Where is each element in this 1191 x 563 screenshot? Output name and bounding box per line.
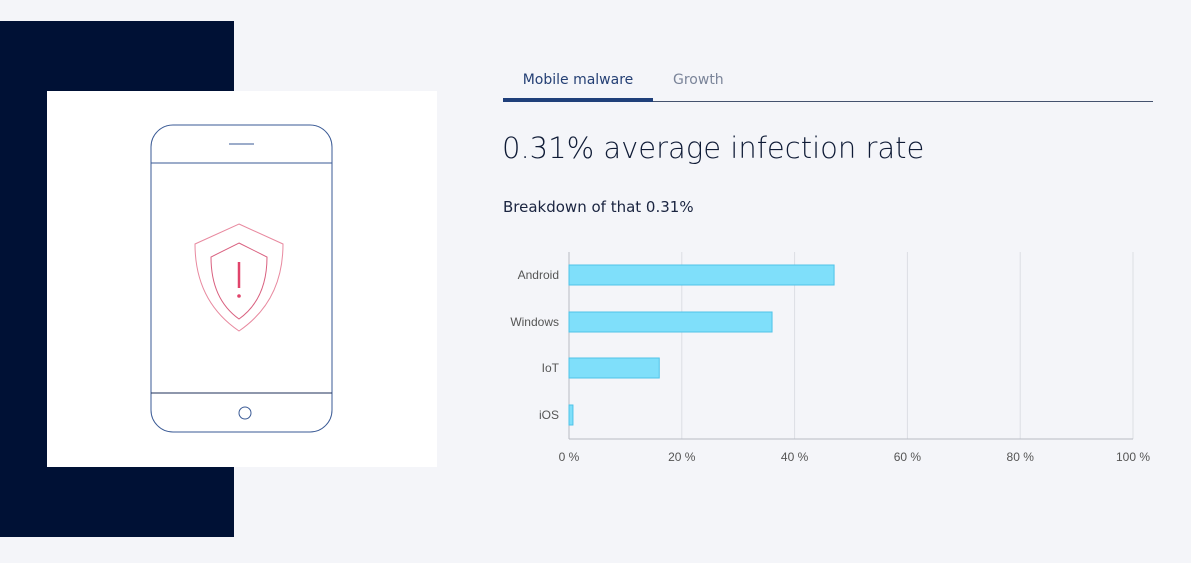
x-tick-label: 40 %	[781, 450, 809, 464]
x-tick-label: 20 %	[668, 450, 696, 464]
tab-mobile-malware[interactable]: Mobile malware	[522, 72, 634, 88]
tab-growth[interactable]: Growth	[673, 72, 724, 88]
x-tick-label: 80 %	[1007, 450, 1035, 464]
x-tick-label: 100 %	[1116, 450, 1150, 464]
x-tick-label: 0 %	[559, 450, 580, 464]
active-tab-indicator	[503, 98, 653, 102]
bar-iot	[568, 357, 660, 379]
phone-icon	[150, 124, 333, 433]
y-category-label: Windows	[510, 315, 559, 329]
tab-bar: Mobile malware Growth	[503, 62, 1153, 102]
bar-ios	[568, 404, 574, 426]
y-category-label: iOS	[539, 408, 559, 422]
illustration-card	[47, 91, 437, 467]
y-category-label: Android	[518, 268, 559, 282]
chart-subheading: Breakdown of that 0.31%	[503, 198, 694, 216]
bar-windows	[568, 311, 773, 333]
page-title: 0.31% average infection rate	[502, 131, 925, 165]
shield-alert-icon	[194, 223, 284, 332]
y-category-label: IoT	[542, 361, 560, 375]
bar-android	[568, 264, 835, 286]
bar-chart: 0 % 20 % 40 % 60 % 80 % 100 % Android Windows Io…	[510, 252, 1150, 464]
phone-shield-illustration	[150, 124, 333, 433]
x-tick-label: 60 %	[894, 450, 922, 464]
